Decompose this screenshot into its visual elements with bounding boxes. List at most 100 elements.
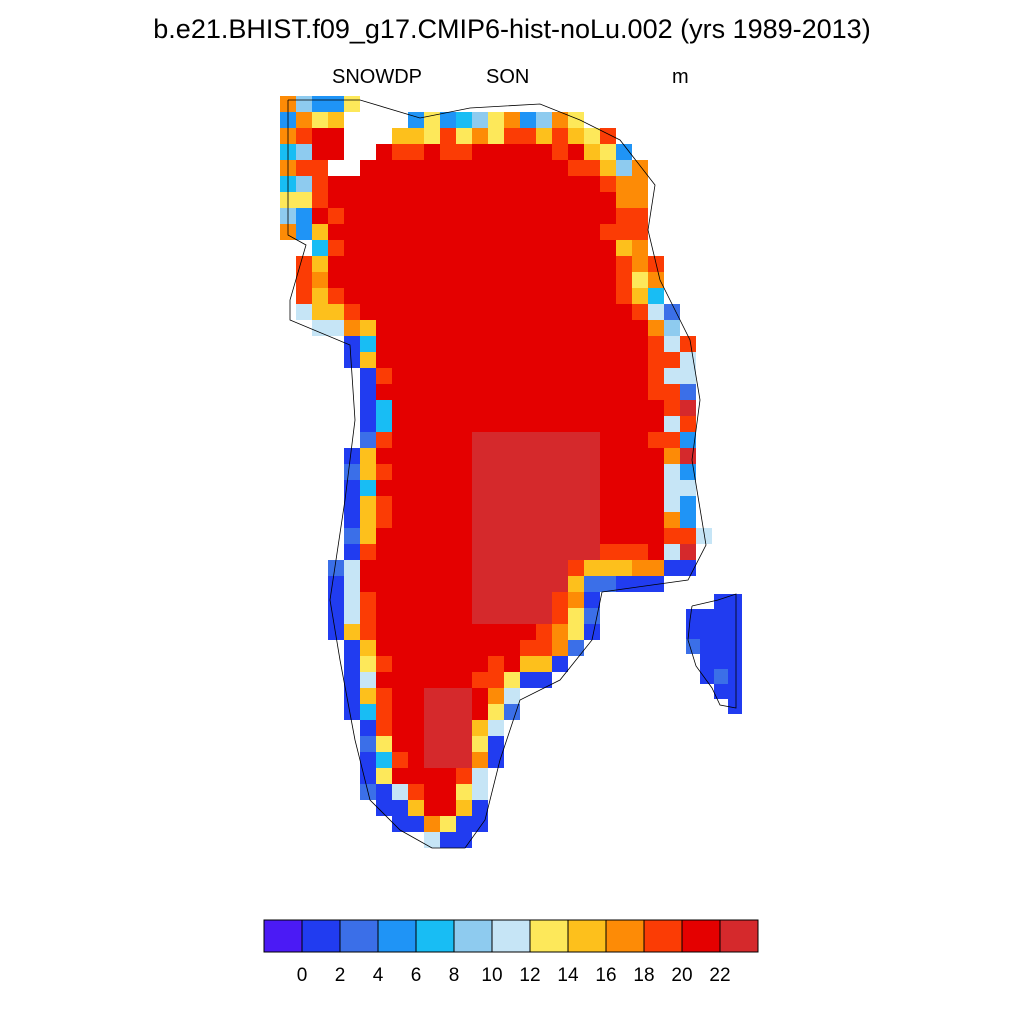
grid-cell [328, 592, 344, 608]
grid-cell [686, 639, 700, 654]
grid-cell [408, 144, 424, 160]
grid-cell [600, 240, 616, 256]
grid-cell [424, 480, 440, 496]
grid-cell [648, 320, 664, 336]
grid-cell [552, 544, 568, 560]
grid-cell [472, 448, 488, 464]
grid-cell [328, 128, 344, 144]
grid-cell [584, 208, 600, 224]
grid-cell [600, 192, 616, 208]
grid-cell [648, 368, 664, 384]
grid-cell [296, 272, 312, 288]
grid-cell [296, 160, 312, 176]
grid-cell [616, 208, 632, 224]
grid-cell [472, 208, 488, 224]
grid-cell [424, 688, 440, 704]
grid-cell [536, 336, 552, 352]
grid-cell [376, 192, 392, 208]
grid-cell [440, 384, 456, 400]
grid-cell [392, 144, 408, 160]
grid-cell [424, 208, 440, 224]
grid-cell [568, 320, 584, 336]
grid-cell [472, 624, 488, 640]
grid-cell [456, 752, 472, 768]
grid-cell [440, 320, 456, 336]
grid-cell [424, 720, 440, 736]
grid-cell [536, 144, 552, 160]
grid-cell [472, 352, 488, 368]
grid-cell [616, 416, 632, 432]
grid-cell [424, 192, 440, 208]
colorbar-box [567, 919, 607, 953]
grid-cell [440, 640, 456, 656]
grid-cell [632, 208, 648, 224]
grid-cell [344, 240, 360, 256]
grid-cell [408, 704, 424, 720]
grid-cell [408, 624, 424, 640]
grid-cell [600, 400, 616, 416]
grid-cell [440, 160, 456, 176]
grid-cell [680, 512, 696, 528]
grid-cell [408, 160, 424, 176]
colorbar-box [643, 919, 683, 953]
grid-cell [536, 256, 552, 272]
colorbar-tick-label: 14 [557, 965, 579, 986]
grid-cell [392, 320, 408, 336]
grid-cell [440, 112, 456, 128]
grid-cell [408, 464, 424, 480]
grid-cell [408, 736, 424, 752]
grid-cell [472, 736, 488, 752]
grid-cell [456, 496, 472, 512]
grid-cell [632, 192, 648, 208]
grid-cell [488, 512, 504, 528]
grid-cell [552, 192, 568, 208]
grid-cell [504, 560, 520, 576]
grid-cell [392, 400, 408, 416]
grid-cell [424, 656, 440, 672]
grid-cell [392, 352, 408, 368]
grid-cell [584, 192, 600, 208]
grid-cell [472, 752, 488, 768]
grid-cell [440, 192, 456, 208]
grid-cell [472, 672, 488, 688]
colorbar-box [415, 919, 455, 953]
grid-cell [520, 288, 536, 304]
grid-cell [616, 320, 632, 336]
grid-cell [440, 496, 456, 512]
grid-cell [376, 240, 392, 256]
grid-cell [488, 416, 504, 432]
grid-cell [440, 240, 456, 256]
grid-cell [568, 128, 584, 144]
grid-cell [408, 544, 424, 560]
grid-cell [714, 684, 728, 699]
grid-cell [440, 784, 456, 800]
grid-cell [424, 416, 440, 432]
grid-cell [376, 656, 392, 672]
grid-cell [456, 624, 472, 640]
variable-label: SNOWDP [332, 66, 422, 88]
colorbar-tick-label: 10 [481, 965, 502, 986]
grid-cell [504, 336, 520, 352]
grid-cell [728, 594, 742, 609]
grid-cell [408, 720, 424, 736]
grid-cell [616, 192, 632, 208]
grid-cell [680, 432, 696, 448]
grid-cell [520, 112, 536, 128]
grid-cell [488, 432, 504, 448]
grid-cell [424, 224, 440, 240]
grid-cell [536, 496, 552, 512]
grid-cell [408, 288, 424, 304]
grid-cell [312, 160, 328, 176]
grid-cell [472, 224, 488, 240]
grid-cell [600, 560, 616, 576]
grid-cell [520, 352, 536, 368]
grid-cell [312, 144, 328, 160]
grid-cell [520, 576, 536, 592]
grid-cell [728, 639, 742, 654]
grid-cell [520, 640, 536, 656]
grid-cell [376, 688, 392, 704]
grid-cell [488, 576, 504, 592]
grid-cell [488, 144, 504, 160]
grid-cell [520, 128, 536, 144]
grid-cell [456, 320, 472, 336]
